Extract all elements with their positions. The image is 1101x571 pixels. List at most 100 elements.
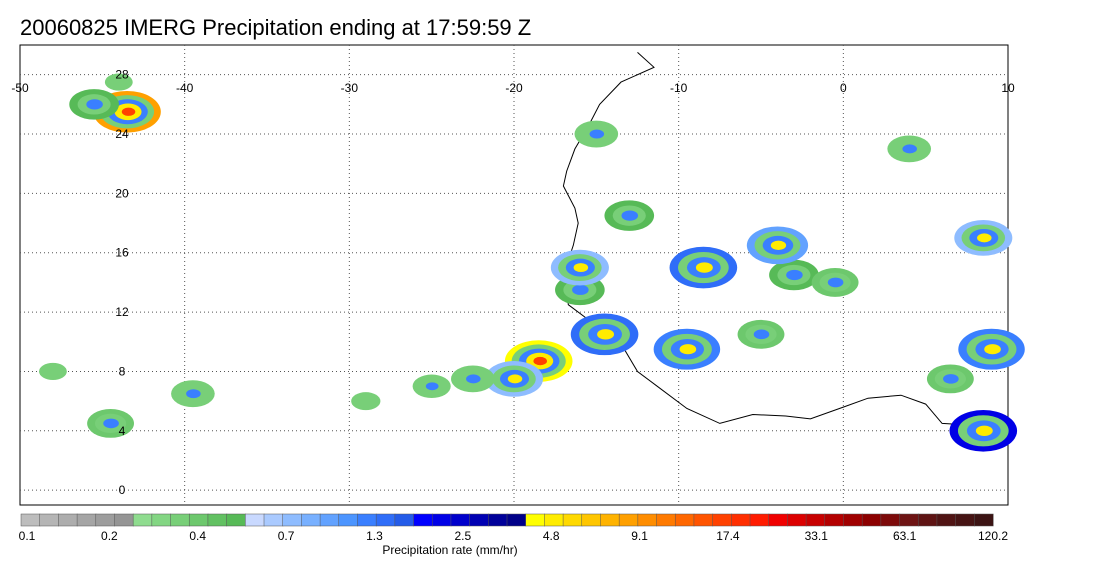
precip-cell [351, 392, 381, 411]
lat-tick-label: 0 [119, 483, 126, 497]
colorbar-swatch [693, 513, 714, 527]
colorbar-tick-label: 0.4 [189, 529, 206, 543]
precip-core [533, 356, 547, 366]
precip-cell [451, 365, 495, 393]
precip-core [753, 329, 770, 340]
colorbar-swatch [488, 513, 508, 527]
precip-core [466, 374, 481, 384]
precip-core [507, 374, 523, 384]
precip-cell [574, 120, 619, 148]
precip-cell [958, 328, 1025, 370]
colorbar-swatch [955, 513, 975, 527]
precip-cell [954, 220, 1013, 256]
precip-cell [69, 89, 119, 120]
colorbar-swatch [170, 513, 190, 527]
colorbar-swatch [245, 513, 265, 527]
lon-tick-label: -10 [670, 81, 688, 95]
colorbar-swatch [450, 513, 471, 527]
precip-cell [769, 259, 819, 291]
precip-core [103, 418, 119, 429]
lat-tick-label: 20 [115, 186, 129, 200]
colorbar-swatch [936, 513, 957, 527]
precip-core [111, 77, 126, 87]
colorbar-swatch [581, 513, 602, 527]
colorbar-swatch [58, 513, 78, 527]
colorbar-swatch [768, 513, 788, 527]
precip-cell [949, 410, 1018, 452]
precip-core [573, 263, 589, 273]
colorbar: 0.1 0.2 0.4 0.7 1.3 2.5 4.8 9.1 17.4 33.1 63.1 120.… [19, 513, 1008, 557]
colorbar-swatch [357, 513, 377, 527]
precip-core [425, 382, 439, 391]
precip-core [977, 233, 992, 243]
precip-core [358, 396, 374, 406]
precip-cell [737, 319, 785, 349]
precip-core [86, 99, 103, 110]
colorbar-swatch [637, 513, 658, 527]
precip-cell [412, 374, 451, 399]
colorbar-swatch [76, 513, 97, 527]
precip-core [572, 284, 589, 295]
colorbar-swatch [469, 513, 489, 527]
precip-core [695, 262, 713, 273]
colorbar-swatch [338, 513, 359, 527]
colorbar-swatch [843, 513, 863, 527]
colorbar-tick-label: 120.2 [978, 529, 1008, 543]
colorbar-swatch [731, 513, 751, 527]
precip-core [975, 425, 993, 437]
precip-core [121, 107, 136, 116]
precip-cell [550, 249, 609, 286]
precip-cell [171, 380, 215, 408]
colorbar-swatch [114, 513, 134, 527]
plot-area: -50 -40 -30 -20 -10 0 10 0 4 8 12 16 20 24 28 [11, 44, 1025, 506]
colorbar-swatch [506, 513, 527, 527]
colorbar-swatch [899, 513, 919, 527]
precip-core [621, 210, 639, 221]
colorbar-swatch [674, 513, 695, 527]
lat-tick-label: 4 [119, 424, 126, 438]
precip-core [186, 389, 201, 399]
colorbar-tick-label: 63.1 [893, 529, 917, 543]
precip-cell [604, 200, 655, 231]
precip-core [943, 374, 959, 384]
precip-core [786, 269, 803, 281]
colorbar-tick-label: 0.7 [278, 529, 295, 543]
precip-cell [484, 361, 544, 397]
colorbar-swatch [282, 513, 302, 527]
colorbar-swatch [132, 513, 153, 527]
colorbar-swatch [712, 513, 732, 527]
colorbar-swatch [600, 513, 620, 527]
precip-core [589, 129, 605, 139]
precip-core [770, 240, 787, 251]
colorbar-tick-label: 33.1 [805, 529, 829, 543]
precip-core [902, 144, 917, 154]
colorbar-swatch [95, 513, 116, 527]
colorbar-tick-label: 1.3 [366, 529, 383, 543]
chart-title: 20060825 IMERG Precipitation ending at 1… [20, 15, 532, 40]
colorbar-swatch [301, 513, 321, 527]
colorbar-swatch [319, 513, 340, 527]
colorbar-swatch [188, 513, 209, 527]
lat-tick-label: 16 [115, 246, 129, 260]
colorbar-swatch [263, 513, 284, 527]
lat-tick-label: 8 [119, 364, 126, 378]
colorbar-swatch [618, 513, 639, 527]
colorbar-swatch [861, 513, 882, 527]
precip-cell [926, 364, 974, 394]
colorbar-swatch [20, 513, 41, 527]
lon-tick-label: 0 [840, 81, 847, 95]
colorbar-swatch [413, 513, 433, 527]
colorbar-swatch [656, 513, 676, 527]
colorbar-swatch [749, 513, 770, 527]
colorbar-swatch [974, 513, 994, 527]
precip-core [827, 277, 844, 288]
lat-tick-label: 28 [115, 68, 129, 82]
precip-cell [104, 73, 133, 91]
colorbar-swatch [562, 513, 583, 527]
lat-tick-label: 24 [115, 127, 129, 141]
lon-tick-label: -30 [341, 81, 359, 95]
map-frame [19, 44, 1009, 506]
colorbar-swatch [880, 513, 901, 527]
precip-cell [669, 246, 738, 289]
